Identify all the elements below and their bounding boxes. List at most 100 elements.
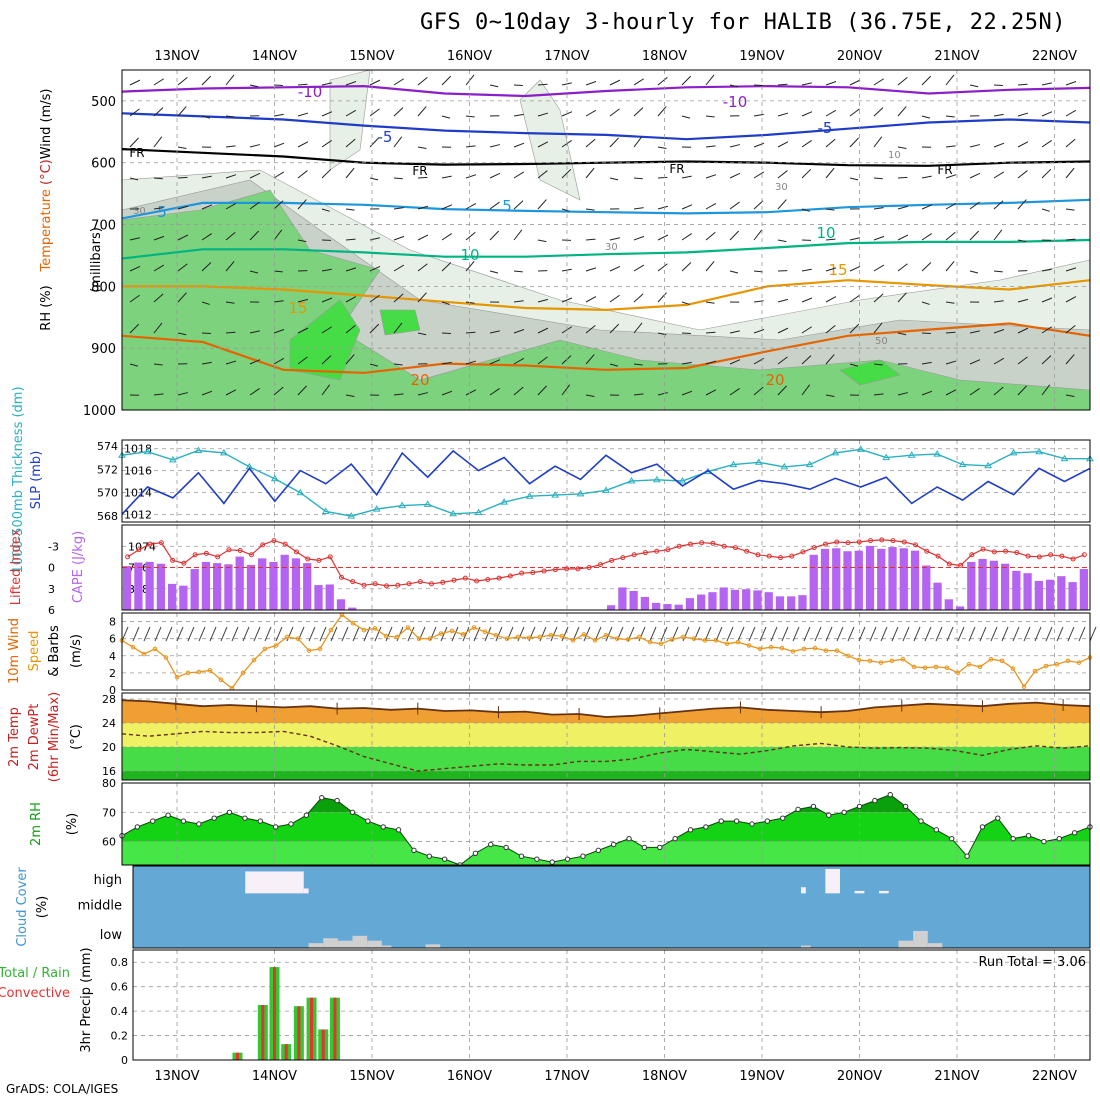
wind-barb (441, 175, 452, 179)
wind-barb (177, 77, 188, 86)
wind-speed-point (823, 648, 829, 653)
li-point (1070, 556, 1076, 562)
li-point (158, 540, 164, 546)
wind-barb (705, 174, 717, 179)
wind-speed-point (427, 636, 433, 641)
rh-point (779, 815, 786, 821)
wind-barb (393, 235, 405, 241)
rh-band (122, 841, 1090, 865)
wind-barb (657, 106, 667, 117)
thickness-point (143, 447, 152, 455)
thickness-ylabel-part: 1000-500mb Thickness (dm) (11, 386, 26, 573)
wind-barb (585, 138, 596, 148)
wind-barb (201, 332, 211, 335)
wind-barb (803, 626, 811, 642)
wind-barb (513, 357, 525, 365)
cloud-panel-frame (132, 865, 1091, 949)
li-point (710, 540, 716, 546)
wind-speed-point (856, 657, 862, 663)
wind-barb (321, 111, 333, 117)
temp-tick-label: 28 (102, 693, 116, 706)
li-point (890, 538, 896, 544)
cloud-high-bar (854, 890, 865, 894)
isotherm-label: 15 (288, 299, 307, 317)
wind-barb (1065, 267, 1077, 272)
wind-barb (753, 300, 764, 303)
li-point (597, 562, 603, 568)
wind-barb (729, 201, 740, 210)
cloud-low-bar (367, 940, 382, 948)
precip-ylabel-total: Total / Rain (0, 966, 70, 981)
date-label-top: 21NOV (934, 49, 979, 64)
thickness-point (576, 489, 585, 497)
li-point (440, 579, 446, 585)
wind-barb (225, 389, 237, 396)
cape-bar (325, 584, 334, 610)
wind-speed-point (295, 636, 301, 641)
precip-convective-bar (261, 1005, 265, 1060)
wind-barb (153, 207, 164, 210)
wind-barb (201, 75, 212, 86)
wind-barb (993, 386, 1004, 396)
wind-speed-point (251, 657, 257, 663)
rh-point (687, 827, 694, 833)
cape-bar (1023, 573, 1032, 610)
wind-barb (801, 111, 813, 117)
wind-barb (129, 137, 139, 148)
wind-barb (321, 355, 332, 365)
wind-barb (729, 84, 739, 88)
wind-barb (633, 235, 645, 241)
wind-barb (129, 108, 140, 117)
wind-barb (489, 84, 499, 88)
wind-barb (1017, 239, 1027, 243)
wind-barb (921, 115, 931, 119)
rh-point (918, 818, 924, 824)
thickness-point (831, 448, 840, 456)
cloud-low-bar (927, 943, 943, 948)
thickness-tick-label: 572 (97, 463, 118, 476)
wind-speed-point (207, 668, 213, 673)
wind-barb (225, 260, 235, 272)
rh-point (242, 815, 248, 821)
wind-barb (847, 626, 855, 642)
li-point (811, 545, 817, 551)
wind-speed-point (790, 649, 796, 654)
li-point (609, 557, 615, 563)
wind-tick-label: 0 (109, 684, 116, 697)
wind-barb (345, 167, 355, 179)
cape-bar (865, 545, 875, 610)
upper-yunit-part: (millibars) (89, 227, 104, 293)
cape-ylabel: CAPE (J/kg) (71, 531, 86, 603)
isotherm-line (121, 322, 1091, 375)
wind-speed-point (449, 628, 455, 634)
wind-speed-point (966, 662, 972, 667)
thickness-point (500, 498, 508, 505)
temp-ylabel-2-part: 2m DewPt (27, 704, 42, 771)
wind-barb (441, 332, 451, 335)
cape-bar (213, 563, 222, 610)
cape-bar (1000, 563, 1010, 610)
cloud-ylabel-part: Cloud Cover (15, 867, 30, 947)
wind-barb (321, 208, 330, 212)
wind-barb (465, 74, 475, 86)
li-point (293, 549, 299, 555)
thickness-point (372, 505, 381, 512)
cape-bar (708, 592, 717, 610)
wind-speed-point (361, 627, 367, 633)
cape-bar (764, 592, 773, 610)
wind-barb (705, 145, 716, 148)
li-point (1036, 554, 1042, 560)
li-point (1003, 548, 1009, 554)
wind-speed-point (383, 633, 389, 639)
wind-barb (345, 81, 357, 86)
wind-barb (729, 330, 740, 334)
li-point (879, 537, 885, 543)
li-point (642, 550, 648, 556)
cloud-low-bar (323, 938, 338, 948)
wind-barb (153, 322, 163, 334)
cape-bar (809, 554, 818, 610)
wind-tick-label: 8 (109, 616, 116, 629)
wind-barb (1017, 327, 1029, 334)
rh-point (749, 821, 755, 827)
wind-barb (231, 626, 239, 642)
